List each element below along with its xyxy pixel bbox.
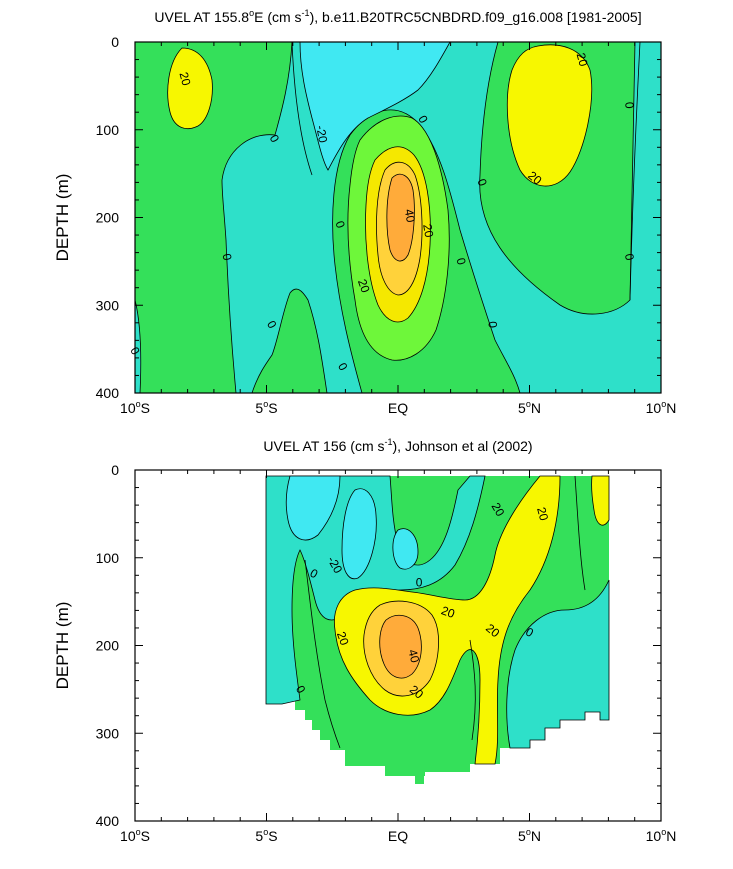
contour-label: 20	[334, 630, 352, 648]
x-tick-label: 10oS	[120, 399, 150, 416]
contour-fill-below-neg20-c	[392, 528, 419, 570]
y-tick-label: 100	[96, 550, 120, 566]
y-tick-label: 400	[96, 813, 120, 829]
x-tick-label: 10oN	[646, 399, 677, 416]
x-tick-label: 5oN	[518, 827, 541, 844]
contour-label: 40	[402, 208, 418, 224]
y-tick-label: 100	[96, 122, 120, 138]
x-tick-label: 5oS	[255, 827, 277, 844]
contour-label: 0	[416, 575, 423, 589]
contour-fill-20-40-north	[506, 44, 593, 187]
contour-label: 20	[439, 603, 457, 621]
contour-label: 40	[405, 648, 422, 665]
contour-label: 20	[176, 71, 193, 88]
y-tick-label: 300	[96, 725, 120, 741]
x-tick-label: 5oS	[255, 399, 277, 416]
y-axis-label: DEPTH (m)	[53, 602, 72, 690]
contour-label: 0	[332, 219, 348, 230]
contour-line-0-east	[629, 42, 641, 301]
contour-label: 0	[453, 256, 468, 266]
contour-label: 20	[355, 277, 373, 295]
contour-line-mid-20	[469, 639, 476, 741]
contour-fill-below-neg20	[299, 42, 451, 171]
contour-label: -20	[313, 124, 330, 144]
contour-line-east-0	[574, 475, 586, 591]
contour-fill-euc-40	[379, 614, 422, 679]
x-tick-label: 10oS	[120, 827, 150, 844]
contour-fill-euc-40	[386, 173, 415, 262]
x-tick-label: EQ	[388, 400, 408, 416]
contour-label: 20	[574, 51, 591, 68]
contour-label: 0	[622, 252, 637, 261]
contour-label: 0	[622, 101, 637, 109]
y-tick-label: 300	[96, 297, 120, 313]
contour-fill-20-40-edge	[591, 475, 610, 526]
contour-fill-below-neg20-b	[341, 488, 377, 580]
contour-fill-below-neg20-a	[285, 475, 341, 541]
contour-line-west-20	[304, 559, 341, 749]
contour-line-neg20-west	[291, 42, 313, 176]
y-tick-label: 0	[111, 34, 119, 50]
contour-label: 0	[220, 252, 235, 261]
bottom-panel-title: UVEL AT 156 (cm s-1), Johnson et al (200…	[263, 437, 532, 454]
contour-label: 20	[489, 500, 508, 519]
contour-fill-20-40-south	[167, 47, 213, 129]
contour-fill-neg20-0-east	[506, 579, 610, 749]
top-contour-field	[135, 42, 661, 393]
y-tick-label: 0	[111, 462, 119, 478]
contour-label: 0	[474, 177, 490, 188]
x-tick-label: 10oN	[646, 827, 677, 844]
x-tick-label: EQ	[388, 828, 408, 844]
bottom-panel: UVEL AT 156 (cm s-1), Johnson et al (200…	[263, 437, 610, 784]
y-axis-label: DEPTH (m)	[53, 174, 72, 262]
top-panel: UVEL AT 155.8oE (cm s-1), b.e11.B20TRC5C…	[135, 8, 661, 393]
y-tick-label: 400	[96, 385, 120, 401]
x-tick-label: 5oN	[518, 399, 541, 416]
bottom-contour-field	[265, 475, 610, 784]
y-tick-label: 200	[96, 638, 120, 654]
y-tick-label: 200	[96, 210, 120, 226]
top-panel-title: UVEL AT 155.8oE (cm s-1), b.e11.B20TRC5C…	[154, 8, 641, 25]
contour-label: 20	[420, 223, 436, 239]
contour-label: 0	[485, 321, 500, 329]
contour-label: 20	[534, 506, 551, 523]
